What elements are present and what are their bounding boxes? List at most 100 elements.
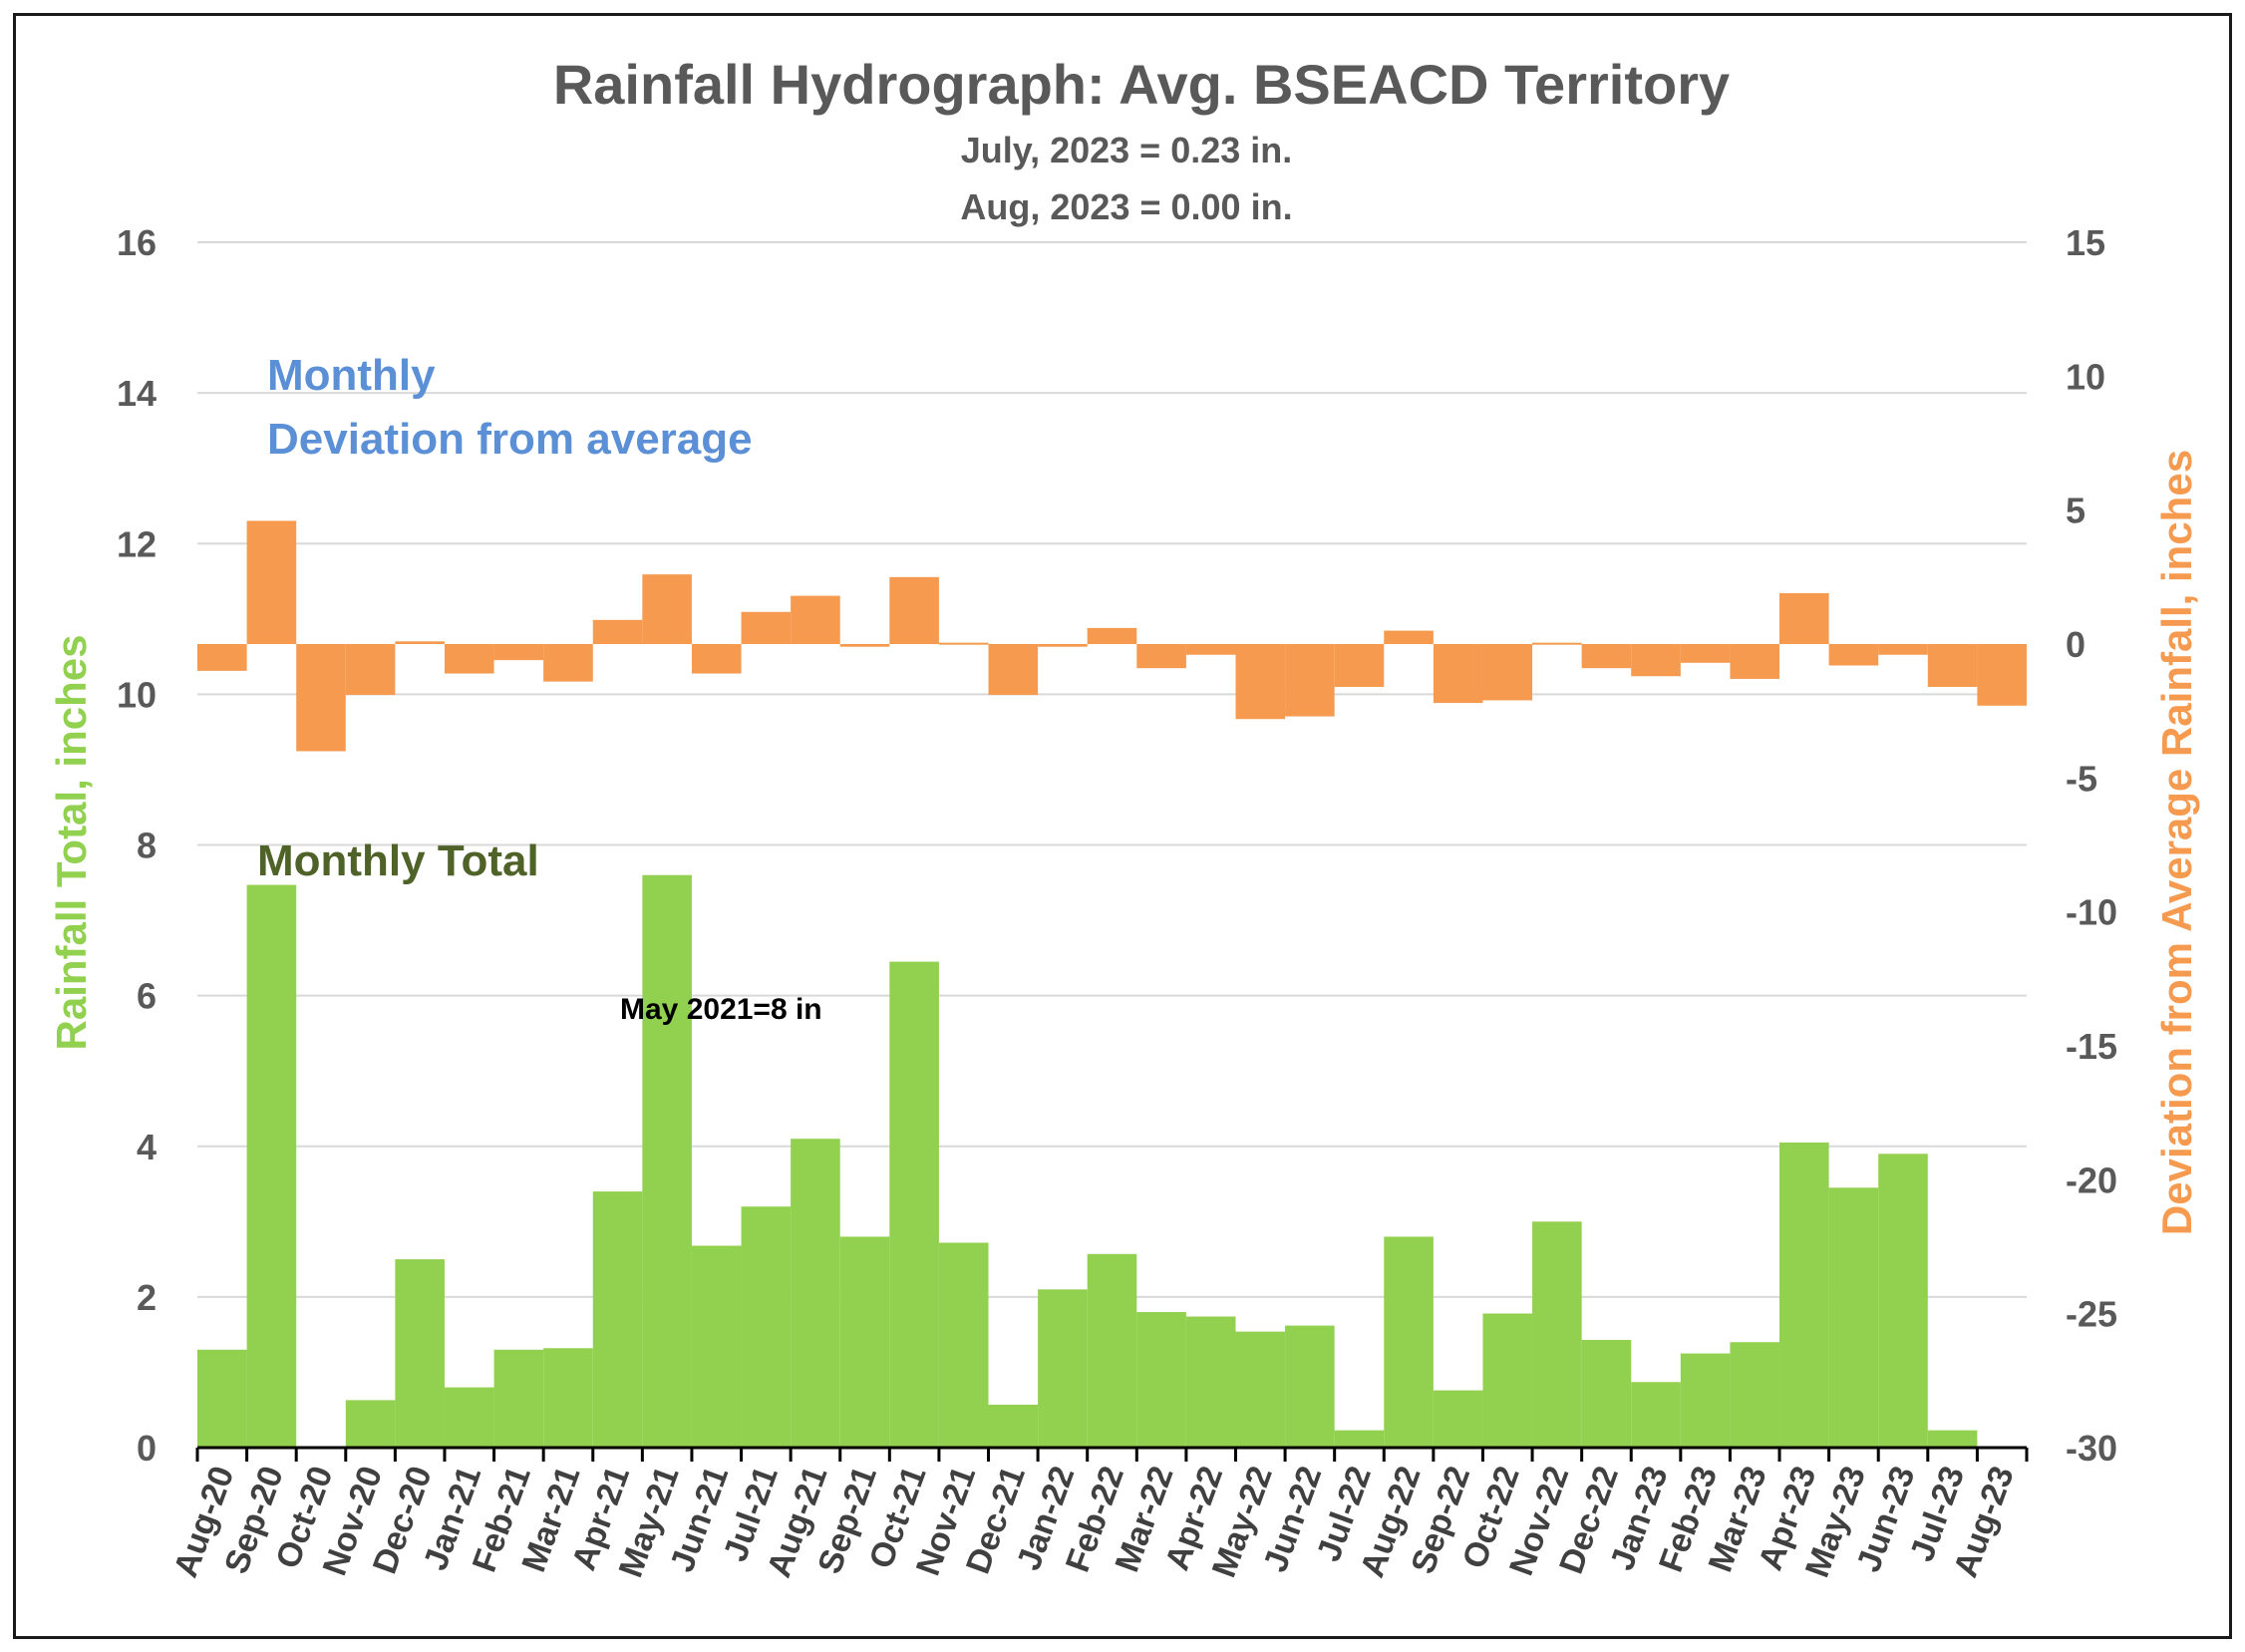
deviation-bar-Feb-23 xyxy=(1680,644,1731,663)
chart-labels: Rainfall Hydrograph: Avg. BSEACD Territo… xyxy=(48,53,2200,1235)
deviation-bar-May-23 xyxy=(1828,644,1879,666)
deviation-bar-Feb-22 xyxy=(1087,627,1137,644)
total-bar-Sep-20 xyxy=(246,884,297,1448)
deviation-bar-Apr-22 xyxy=(1185,644,1236,655)
total-bar-Dec-20 xyxy=(395,1259,445,1448)
deviation-bar-Jun-21 xyxy=(691,644,742,674)
total-bar-Nov-21 xyxy=(938,1242,989,1448)
total-bar-Jan-21 xyxy=(444,1387,494,1448)
total-bar-Jun-23 xyxy=(1878,1154,1928,1448)
chart-subtitle-line-2: Aug, 2023 = 0.00 in. xyxy=(960,186,1292,227)
deviation-bar-Jul-23 xyxy=(1927,644,1978,687)
deviation-bar-Oct-20 xyxy=(296,644,346,752)
deviation-bar-May-21 xyxy=(642,574,692,644)
total-bar-Oct-22 xyxy=(1482,1313,1533,1448)
total-bar-May-22 xyxy=(1235,1331,1286,1448)
total-bar-Apr-23 xyxy=(1779,1142,1829,1448)
total-bar-May-23 xyxy=(1828,1187,1879,1448)
y-right-tick-label: 5 xyxy=(2066,491,2085,531)
total-bar-Sep-21 xyxy=(839,1236,890,1448)
deviation-bar-Feb-21 xyxy=(493,644,544,661)
deviation-bar-Jun-23 xyxy=(1878,644,1928,655)
deviation-bar-Aug-20 xyxy=(197,644,247,671)
y-left-tick-label: 8 xyxy=(137,826,157,866)
y-right-tick-label: 0 xyxy=(2066,624,2085,665)
deviation-bars xyxy=(197,520,2027,752)
deviation-bar-Nov-21 xyxy=(938,642,989,645)
y-left-tick-label: 10 xyxy=(117,674,157,715)
deviation-bar-Apr-21 xyxy=(592,619,643,644)
deviation-bar-Nov-22 xyxy=(1532,642,1582,645)
total-bar-Aug-21 xyxy=(791,1139,840,1448)
y-right-tick-label: -30 xyxy=(2066,1428,2117,1469)
deviation-bar-Mar-22 xyxy=(1136,644,1186,669)
y-right-tick-label: 15 xyxy=(2066,222,2105,263)
deviation-bar-Dec-20 xyxy=(395,641,445,644)
chart-title: Rainfall Hydrograph: Avg. BSEACD Territo… xyxy=(553,53,1730,116)
legend-monthly-total: Monthly Total xyxy=(257,836,539,885)
y-left-tick-label: 4 xyxy=(137,1127,157,1167)
total-bar-Jun-22 xyxy=(1285,1325,1335,1448)
total-bar-Feb-21 xyxy=(493,1349,544,1448)
total-bar-Jul-22 xyxy=(1334,1430,1385,1448)
y-right-tick-label: -10 xyxy=(2066,892,2117,933)
y-left-tick-label: 6 xyxy=(137,976,157,1017)
deviation-bar-Mar-23 xyxy=(1730,644,1780,679)
total-bar-Jul-23 xyxy=(1927,1430,1978,1448)
y-axis-left-label: Rainfall Total, inches xyxy=(48,635,95,1051)
total-bar-Aug-20 xyxy=(197,1349,247,1448)
monthly-total-bars xyxy=(197,874,1978,1448)
y-left-tick-label: 12 xyxy=(117,523,157,564)
y-right-tick-label: 10 xyxy=(2066,356,2105,397)
y-right-tick-label: -25 xyxy=(2066,1294,2117,1335)
total-bar-Mar-22 xyxy=(1136,1311,1186,1448)
total-bar-Jan-23 xyxy=(1631,1382,1681,1448)
y-left-tick-label: 16 xyxy=(117,222,157,263)
deviation-bar-Sep-21 xyxy=(839,644,890,647)
y-right-tick-label: -20 xyxy=(2066,1159,2117,1200)
deviation-bar-Sep-20 xyxy=(246,520,297,644)
total-bar-Feb-23 xyxy=(1680,1353,1731,1448)
deviation-bar-Jan-23 xyxy=(1631,644,1681,677)
total-bar-Apr-22 xyxy=(1185,1316,1236,1448)
gridlines xyxy=(197,241,2027,1298)
deviation-bar-Oct-22 xyxy=(1482,644,1533,701)
legend-monthly-line-1: Monthly xyxy=(267,351,436,400)
total-bar-Oct-21 xyxy=(889,961,939,1448)
deviation-bar-Aug-22 xyxy=(1384,630,1434,644)
deviation-bar-Aug-23 xyxy=(1977,644,2027,706)
deviation-bar-Nov-20 xyxy=(345,644,396,696)
total-bar-May-21 xyxy=(642,874,692,1448)
total-bar-Feb-22 xyxy=(1087,1253,1137,1448)
y-right-tick-label: -15 xyxy=(2066,1026,2117,1067)
deviation-bar-Apr-23 xyxy=(1779,592,1829,644)
total-bar-Jan-22 xyxy=(1038,1289,1088,1448)
deviation-bar-Jun-22 xyxy=(1285,644,1335,717)
total-bar-Mar-23 xyxy=(1730,1342,1780,1448)
total-bar-Apr-21 xyxy=(592,1191,643,1448)
total-bar-Aug-22 xyxy=(1384,1236,1434,1448)
deviation-bar-Jan-21 xyxy=(444,644,494,674)
y-left-tick-label: 0 xyxy=(137,1428,157,1469)
deviation-bar-Jul-22 xyxy=(1334,644,1385,687)
total-bar-Jun-21 xyxy=(691,1245,742,1448)
annotation-may-2021: May 2021=8 in xyxy=(620,993,822,1026)
total-bar-Mar-21 xyxy=(543,1348,593,1448)
total-bar-Jul-21 xyxy=(741,1206,792,1448)
deviation-bar-Dec-21 xyxy=(988,644,1039,696)
total-bar-Dec-22 xyxy=(1581,1339,1632,1448)
y-axis-right-label: Deviation from Average Rainfall, inches xyxy=(2153,450,2200,1235)
legend-monthly-line-2: Deviation from average xyxy=(267,415,753,464)
deviation-bar-Aug-21 xyxy=(791,595,840,644)
total-bar-Sep-22 xyxy=(1433,1390,1483,1448)
deviation-bar-Jul-21 xyxy=(741,611,792,644)
total-bar-Dec-21 xyxy=(988,1404,1039,1448)
total-bar-Nov-20 xyxy=(345,1400,396,1448)
deviation-bar-Oct-21 xyxy=(889,576,939,644)
chart-subtitle-line-1: July, 2023 = 0.23 in. xyxy=(961,130,1293,170)
deviation-bar-Sep-22 xyxy=(1433,644,1483,704)
deviation-bar-Mar-21 xyxy=(543,644,593,682)
y-left-tick-label: 2 xyxy=(137,1277,157,1318)
deviation-bar-Dec-22 xyxy=(1581,644,1632,669)
